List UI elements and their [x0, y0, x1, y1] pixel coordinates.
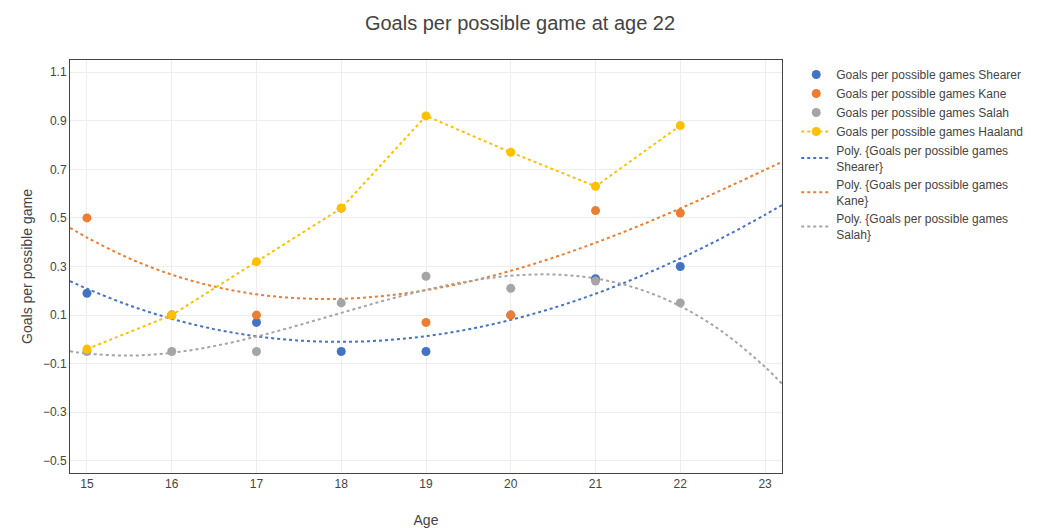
svg-text:Goals per possible games Kane: Goals per possible games Kane — [836, 87, 1006, 101]
svg-text:−0.5: −0.5 — [43, 454, 67, 468]
svg-text:0.9: 0.9 — [50, 114, 67, 128]
svg-text:Goals per possible game at age: Goals per possible game at age 22 — [365, 12, 675, 34]
svg-text:19: 19 — [419, 477, 433, 491]
svg-text:Poly. {Goals per possible game: Poly. {Goals per possible gamesSalah} — [836, 212, 1008, 242]
svg-text:21: 21 — [589, 477, 603, 491]
svg-text:−0.1: −0.1 — [43, 357, 67, 371]
svg-text:18: 18 — [335, 477, 349, 491]
svg-text:0.7: 0.7 — [50, 163, 67, 177]
svg-text:Goals per possible game: Goals per possible game — [19, 189, 35, 344]
svg-text:22: 22 — [674, 477, 688, 491]
svg-text:0.5: 0.5 — [50, 211, 67, 225]
svg-text:0.1: 0.1 — [50, 308, 67, 322]
svg-text:−0.3: −0.3 — [43, 405, 67, 419]
svg-text:23: 23 — [758, 477, 772, 491]
svg-text:15: 15 — [80, 477, 94, 491]
svg-text:Goals per possible games Haala: Goals per possible games Haaland — [836, 125, 1023, 139]
svg-text:Goals per possible games Shear: Goals per possible games Shearer — [836, 68, 1021, 82]
svg-text:17: 17 — [250, 477, 264, 491]
svg-text:Goals per possible games Salah: Goals per possible games Salah — [836, 106, 1009, 120]
svg-text:20: 20 — [504, 477, 518, 491]
svg-text:Age: Age — [414, 512, 439, 528]
svg-text:Poly. {Goals per possible game: Poly. {Goals per possible gamesShearer} — [836, 144, 1008, 174]
svg-text:16: 16 — [165, 477, 179, 491]
svg-text:Poly. {Goals per possible game: Poly. {Goals per possible gamesKane} — [836, 178, 1008, 208]
svg-text:1.1: 1.1 — [50, 65, 67, 79]
svg-text:0.3: 0.3 — [50, 260, 67, 274]
